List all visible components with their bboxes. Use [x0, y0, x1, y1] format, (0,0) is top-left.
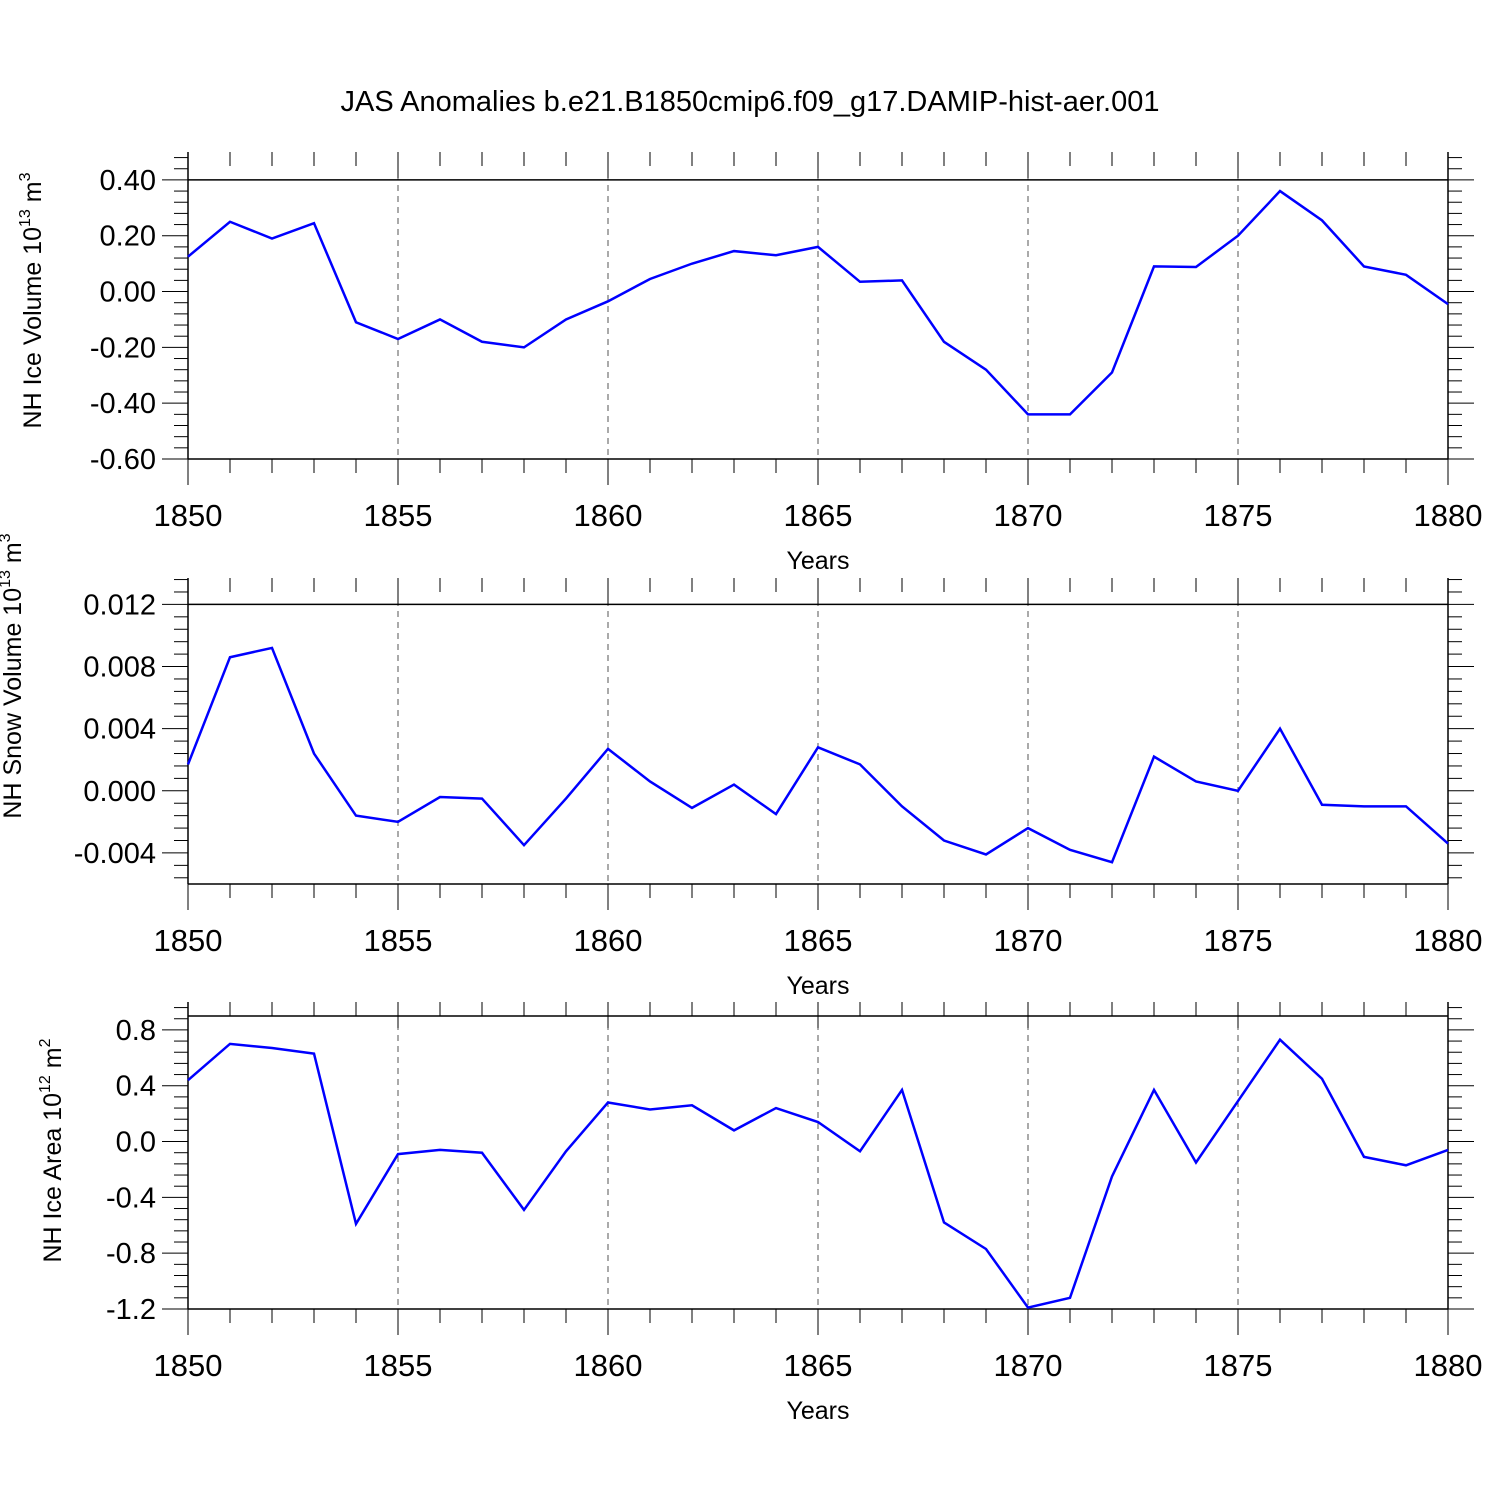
x-tick-label: 1855: [364, 923, 433, 958]
y-tick-label: -0.40: [90, 388, 156, 420]
x-tick-label: 1860: [574, 498, 643, 533]
y-tick-label: -0.8: [106, 1238, 156, 1270]
y-tick-label: -0.20: [90, 332, 156, 364]
x-tick-label: 1865: [784, 498, 853, 533]
panel-1: 0.40 0.20 0.00 -0.20 -0.40 -0.60 1850 1855 1860 1…: [17, 152, 1482, 575]
y-axis-label: NH Ice Area 1012 m2: [37, 1038, 67, 1262]
x-tick-label: 1855: [364, 498, 433, 533]
y-tick-label: -1.2: [106, 1294, 156, 1326]
y-tick-label: 0.000: [83, 776, 156, 808]
x-tick-label: 1860: [574, 923, 643, 958]
y-tick-label: 0.20: [100, 221, 156, 253]
series-line: [188, 191, 1448, 414]
x-tick-label: 1850: [154, 923, 223, 958]
y-tick-label: 0.00: [100, 277, 156, 309]
x-axis-label: Years: [786, 1397, 849, 1425]
x-tick-label: 1875: [1204, 1348, 1273, 1383]
x-tick-label: 1870: [994, 498, 1063, 533]
x-tick-label: 1880: [1414, 923, 1483, 958]
x-tick-label: 1880: [1414, 498, 1483, 533]
x-tick-label: 1880: [1414, 1348, 1483, 1383]
x-tick-label: 1865: [784, 1348, 853, 1383]
x-axis-label: Years: [786, 972, 849, 1000]
panel-3: 0.8 0.4 0.0 -0.4 -0.8 -1.2 1850 1855 1860 1865 187…: [37, 1002, 1482, 1425]
y-tick-label: 0.008: [83, 652, 156, 684]
x-tick-label: 1870: [994, 1348, 1063, 1383]
x-axis-label: Years: [786, 547, 849, 575]
y-tick-label: 0.012: [83, 589, 156, 621]
y-axis-label: NH Snow Volume 1013 m3: [0, 533, 27, 818]
y-tick-label: 0.40: [100, 165, 156, 197]
x-tick-label: 1860: [574, 1348, 643, 1383]
x-tick-label: 1875: [1204, 498, 1273, 533]
y-tick-label: 0.0: [116, 1127, 156, 1159]
x-tick-label: 1850: [154, 498, 223, 533]
panel-2: 0.012 0.008 0.004 0.000 -0.004 1850 1855 1860 18…: [0, 533, 1482, 1000]
x-tick-label: 1855: [364, 1348, 433, 1383]
y-tick-label: 0.004: [83, 714, 156, 746]
y-tick-label: 0.4: [116, 1071, 156, 1103]
y-tick-label: -0.004: [74, 838, 156, 870]
x-tick-label: 1870: [994, 923, 1063, 958]
figure-title: JAS Anomalies b.e21.B1850cmip6.f09_g17.D…: [0, 86, 1500, 119]
x-tick-label: 1865: [784, 923, 853, 958]
x-tick-label: 1850: [154, 1348, 223, 1383]
y-axis-label: NH Ice Volume 1013 m3: [17, 172, 47, 428]
y-tick-label: 0.8: [116, 1015, 156, 1047]
y-tick-label: -0.60: [90, 444, 156, 476]
y-tick-label: -0.4: [106, 1182, 156, 1214]
x-tick-label: 1875: [1204, 923, 1273, 958]
